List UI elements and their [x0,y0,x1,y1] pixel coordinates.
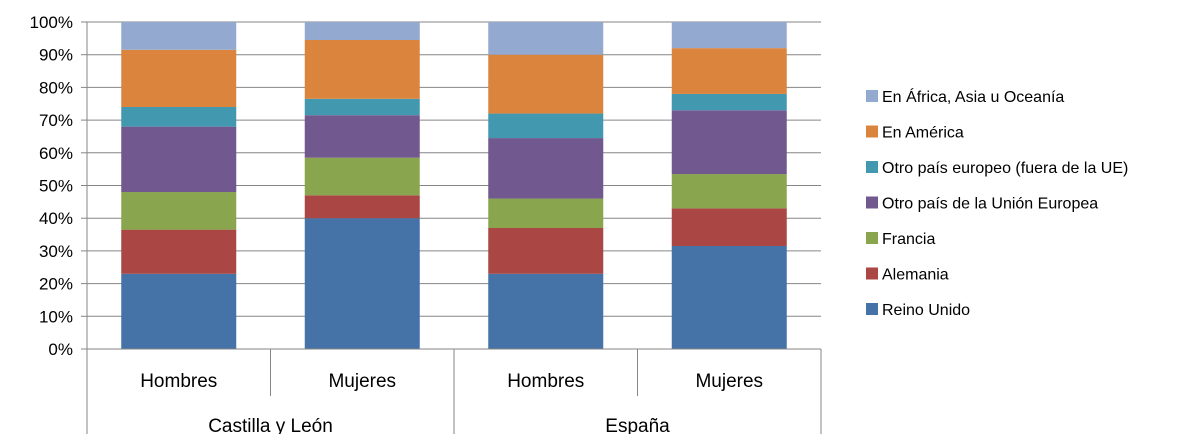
bar-segment [488,113,604,139]
x-category-label: Mujeres [328,371,396,392]
bar-segment [671,110,787,175]
x-category-label: Hombres [507,371,584,392]
bars [121,22,787,349]
y-tick-label: 40% [39,209,73,228]
legend-swatch [866,90,878,102]
y-tick-label: 80% [39,78,73,97]
x-category-labels: Hombres Mujeres Hombres Mujeres Castilla y L… [140,371,763,434]
legend-swatch [866,303,878,315]
x-category-label: Mujeres [695,371,763,392]
legend-label: En África, Asia u Oceanía [882,87,1064,106]
bar-segment [488,22,604,55]
y-tick-label: 70% [39,111,73,130]
y-tick-labels: 0% 10% 20% 30% 40% 50% 60% 70% 80% 90% 100% [30,13,73,359]
y-tick-label: 30% [39,242,73,261]
axes [81,21,822,434]
bar-segment [671,48,787,94]
y-tick-label: 10% [39,307,73,326]
legend-label: Otro país europeo (fuera de la UE) [882,160,1128,177]
y-tick-label: 60% [39,144,73,163]
y-tick-label: 100% [30,13,73,32]
legend-swatch [866,125,878,138]
bar-segment [488,273,604,349]
legend-label: Reino Unido [882,302,970,319]
bar-segment [488,198,604,229]
legend-label: Otro país de la Unión Europea [882,196,1098,213]
bar-segment [304,195,420,219]
bar-segment [121,192,237,230]
legend-label: Francia [882,231,935,248]
bar-segment [121,273,237,349]
bar-segment [488,228,604,274]
bar-segment [121,49,237,108]
bar-segment [121,107,237,127]
y-tick-label: 50% [39,177,73,196]
legend-label: En América [882,125,964,142]
x-group-label: Castilla y León [208,416,333,434]
x-group-label: España [605,416,670,434]
bar-segment [671,22,787,49]
bar-segment [304,98,420,116]
legend-swatch [866,161,878,173]
y-tick-label: 0% [48,340,73,359]
bar-segment [304,218,420,349]
legend-swatch [866,267,878,280]
legend-swatch [866,232,878,244]
bar-segment [121,229,237,274]
legend-swatch [866,196,878,209]
y-tick-label: 90% [39,46,73,65]
bar-segment [121,22,237,50]
bar-segment [304,157,420,196]
bar-segment [488,54,604,114]
bar-segment [304,115,420,158]
y-tick-label: 20% [39,275,73,294]
legend-label: Alemania [882,267,949,284]
bar-segment [671,93,787,111]
bar-segment [671,208,787,246]
legend: En África, Asia u Oceanía En América Otro … [866,87,1128,319]
bar-segment [671,174,787,209]
bar-segment [304,39,420,99]
x-category-label: Hombres [140,371,217,392]
bar-segment [121,126,237,193]
bar-segment [488,138,604,199]
bar-segment [671,245,787,349]
bar-segment [304,22,420,40]
